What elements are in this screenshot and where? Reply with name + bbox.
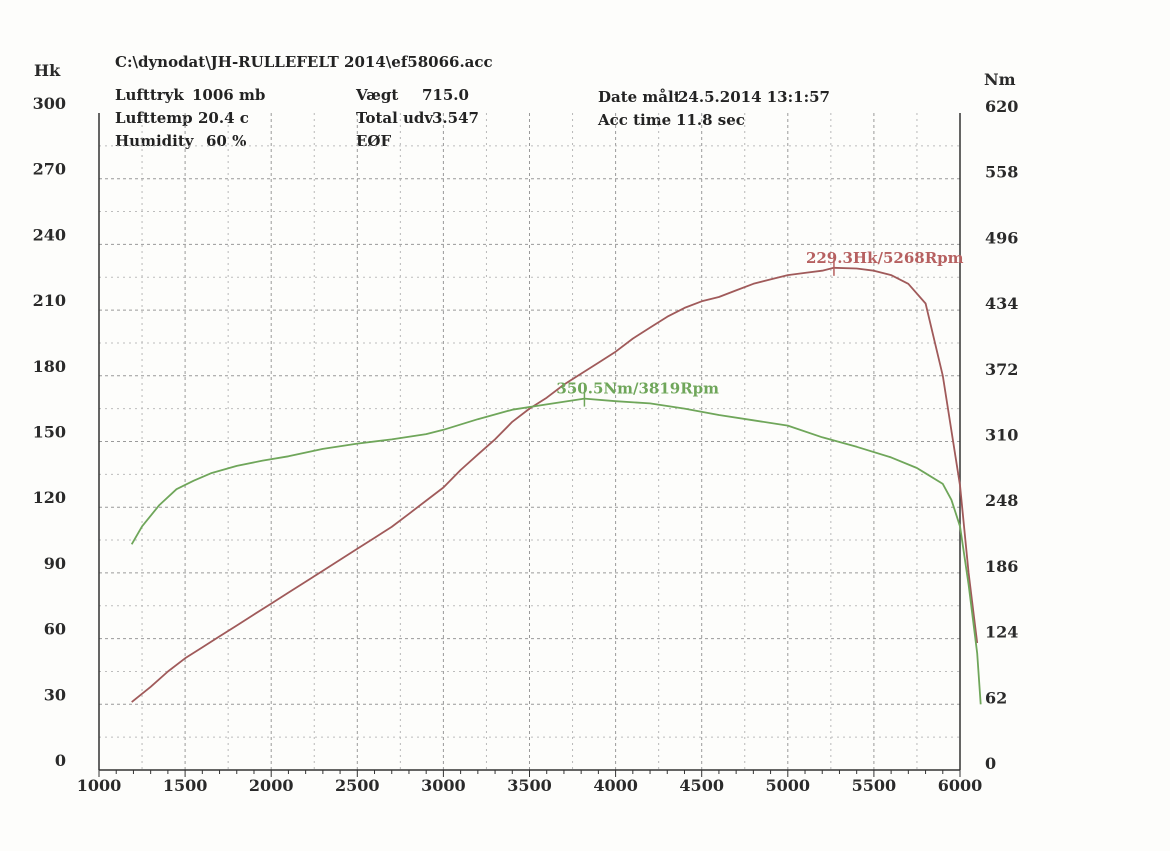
y-right-tick-label: 372 (985, 360, 1018, 379)
y-right-tick-label: 62 (985, 688, 1007, 707)
weight-value: 715.0 (422, 86, 469, 104)
date-label: Date målt (598, 88, 681, 106)
x-tick-label: 1500 (163, 776, 208, 795)
power-peak-label: 229.3Hk/5268Rpm (806, 249, 964, 267)
y-right-tick-label: 558 (985, 163, 1018, 182)
acc-time-label: Acc time (598, 111, 672, 129)
torque-peak-label: 350.5Nm/3819Rpm (556, 380, 719, 398)
x-tick-label: 3000 (421, 776, 466, 795)
x-tick-label: 2500 (335, 776, 380, 795)
x-tick-label: 1000 (77, 776, 122, 795)
x-tick-label: 5500 (852, 776, 897, 795)
x-tick-label: 4000 (593, 776, 638, 795)
date-value: 24.5.2014 13:1:57 (678, 88, 830, 106)
y-left-unit-label: Hk (34, 61, 61, 80)
weight-label: Vægt (356, 86, 399, 104)
y-left-tick-label: 240 (33, 225, 66, 244)
y-left-tick-label: 300 (33, 94, 66, 113)
y-right-tick-label: 0 (985, 754, 996, 773)
y-left-tick-label: 270 (33, 160, 66, 179)
x-tick-label: 4500 (679, 776, 724, 795)
y-right-tick-label: 434 (985, 294, 1018, 313)
y-left-tick-label: 150 (33, 423, 66, 442)
y-right-tick-label: 248 (985, 491, 1018, 510)
humidity-value: 60 % (206, 132, 247, 150)
x-tick-label: 2000 (249, 776, 294, 795)
y-right-tick-label: 620 (985, 97, 1018, 116)
y-right-tick-label: 496 (985, 228, 1018, 247)
x-tick-label: 3500 (507, 776, 552, 795)
y-right-tick-label: 310 (985, 426, 1018, 445)
y-left-tick-label: 0 (55, 751, 66, 770)
x-tick-label: 6000 (938, 776, 983, 795)
y-left-tick-label: 120 (33, 488, 66, 507)
y-left-tick-label: 180 (33, 357, 66, 376)
y-right-tick-label: 186 (985, 557, 1018, 576)
acc-time-value: 11.8 sec (676, 111, 745, 129)
total-ratio-label: Total udv (356, 109, 434, 127)
air-pressure-value: 1006 mb (192, 86, 266, 104)
humidity-label: Humidity (115, 132, 194, 150)
file-path: C:\dynodat\JH-RULLEFELT 2014\ef58066.acc (115, 53, 493, 71)
air-pressure-label: Lufttryk (115, 86, 184, 104)
y-left-tick-label: 30 (44, 685, 66, 704)
y-left-tick-label: 90 (44, 554, 66, 573)
y-left-tick-label: 210 (33, 291, 66, 310)
air-temp-label: Lufttemp (115, 109, 193, 127)
power-series-line (131, 266, 979, 703)
torque-series-line (130, 397, 982, 705)
y-right-tick-label: 124 (985, 623, 1018, 642)
air-temp-value: 20.4 c (198, 109, 249, 127)
y-right-unit-label: Nm (984, 70, 1016, 89)
y-left-tick-label: 60 (44, 620, 66, 639)
x-tick-label: 5000 (766, 776, 811, 795)
